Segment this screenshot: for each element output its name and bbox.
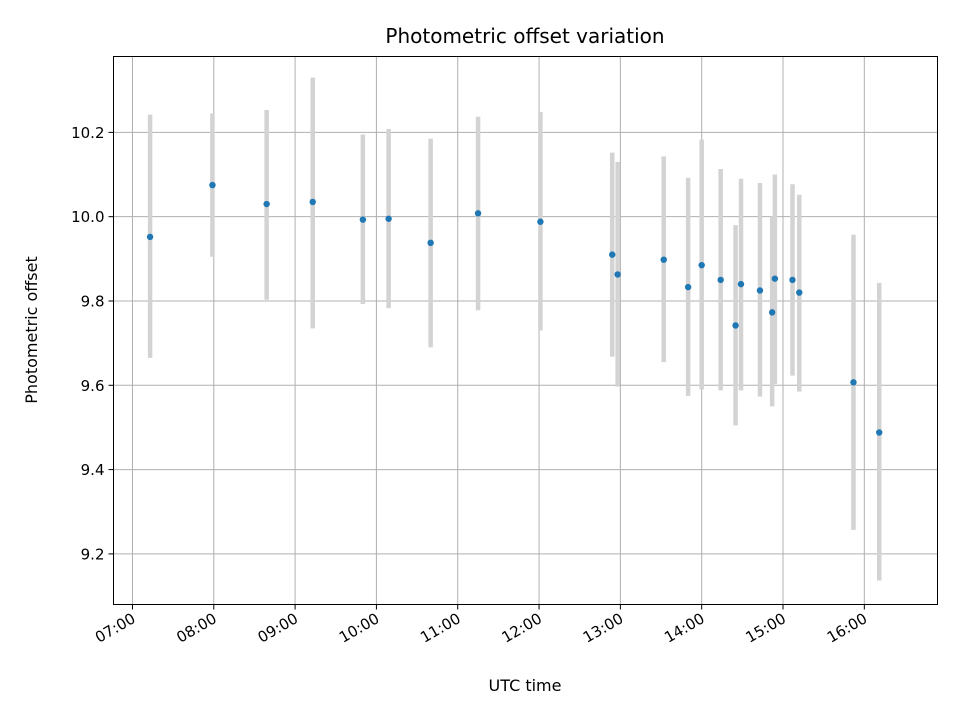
data-point	[698, 261, 705, 269]
x-tick-label: 09:00	[255, 609, 301, 646]
y-tick-label: 10.2	[71, 124, 104, 142]
data-point	[660, 256, 667, 263]
data-point	[768, 309, 776, 316]
data-point	[474, 210, 482, 217]
data-point	[385, 215, 392, 222]
data-point	[359, 216, 367, 223]
x-axis-label: UTC time	[489, 676, 562, 695]
data-point	[771, 275, 779, 282]
data-point	[537, 218, 544, 225]
data-point	[876, 429, 883, 436]
x-tick-label: 13:00	[580, 609, 626, 646]
data-point	[732, 322, 739, 329]
data-point	[309, 198, 316, 206]
data-point	[796, 289, 803, 296]
error-bars	[147, 77, 882, 581]
x-tick-label: 10:00	[336, 609, 382, 646]
chart-title: Photometric offset variation	[385, 24, 664, 48]
x-tick-label: 11:00	[417, 609, 463, 646]
x-tick-label: 07:00	[92, 609, 138, 646]
x-tick-label: 15:00	[743, 609, 789, 646]
y-axis-label: Photometric offset	[22, 256, 41, 404]
y-tick-label: 9.2	[81, 545, 105, 563]
data-point	[789, 276, 796, 284]
data-point	[684, 283, 692, 291]
data-point	[614, 271, 621, 278]
y-tick-label: 9.6	[81, 377, 105, 395]
data-point	[850, 379, 857, 386]
plot-frame	[113, 56, 938, 605]
data-point	[609, 251, 616, 258]
x-tick-label: 08:00	[173, 609, 219, 646]
data-points	[146, 181, 883, 436]
x-tick-label: 14:00	[661, 609, 707, 646]
y-tick-label: 9.4	[81, 461, 105, 479]
data-point	[717, 276, 724, 284]
grid	[113, 56, 938, 605]
y-tick-label: 10.0	[71, 208, 104, 226]
y-tick-label: 9.8	[81, 292, 105, 310]
data-point	[146, 233, 154, 241]
data-point	[209, 181, 216, 189]
data-point	[737, 280, 745, 288]
x-tick-label: 12:00	[499, 609, 545, 646]
data-point	[756, 287, 764, 294]
x-tick-label: 16:00	[824, 609, 870, 646]
data-point	[263, 200, 270, 208]
data-point	[427, 239, 434, 247]
